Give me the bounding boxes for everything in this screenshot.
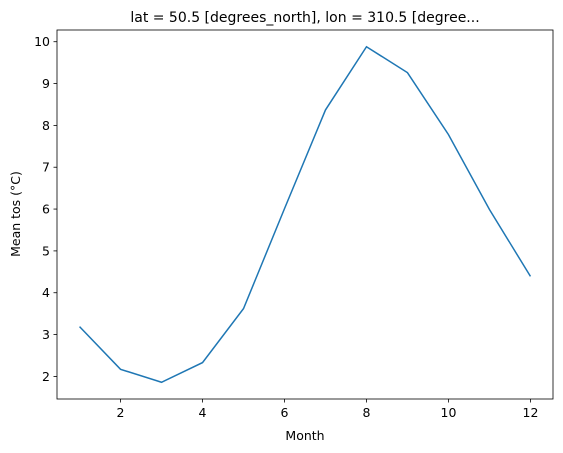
plot-frame — [56, 29, 554, 400]
y-tick-label: 10 — [34, 34, 50, 49]
x-tick-label: 2 — [117, 405, 125, 420]
y-tick-label: 8 — [42, 118, 50, 133]
x-tick-label: 8 — [363, 405, 371, 420]
line-series — [79, 45, 532, 384]
y-tick-label: 3 — [42, 327, 50, 342]
x-tick-label: 12 — [523, 405, 539, 420]
y-tick-label: 5 — [42, 243, 50, 258]
y-tick-label: 4 — [42, 285, 50, 300]
chart-title: lat = 50.5 [degrees_north], lon = 310.5 … — [130, 10, 479, 26]
y-axis-label: Mean tos (°C) — [8, 171, 23, 257]
x-tick-label: 10 — [441, 405, 457, 420]
y-tick-label: 6 — [42, 202, 50, 217]
x-tick-label: 4 — [199, 405, 207, 420]
x-axis-label: Month — [285, 428, 324, 443]
y-tick-label: 7 — [42, 160, 50, 175]
y-tick-label: 9 — [42, 76, 50, 91]
y-tick-label: 2 — [42, 369, 50, 384]
x-tick-label: 6 — [281, 405, 289, 420]
